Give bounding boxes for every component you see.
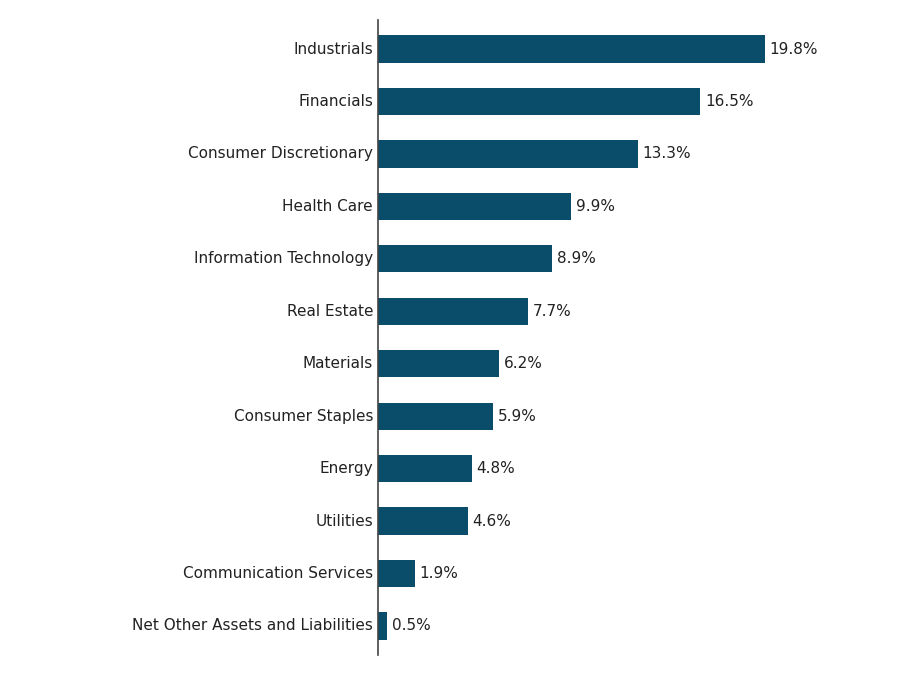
Text: Information Technology: Information Technology <box>194 251 373 267</box>
Bar <box>378 88 701 115</box>
Text: Real Estate: Real Estate <box>287 304 373 319</box>
Text: 13.3%: 13.3% <box>642 146 692 161</box>
Text: Financials: Financials <box>298 94 373 109</box>
Bar <box>378 455 471 482</box>
Bar <box>378 140 638 167</box>
Text: 5.9%: 5.9% <box>498 408 537 424</box>
Text: Health Care: Health Care <box>282 199 373 214</box>
Text: Materials: Materials <box>303 356 373 371</box>
Bar <box>378 245 551 273</box>
Text: Communication Services: Communication Services <box>183 566 373 581</box>
Text: 6.2%: 6.2% <box>504 356 542 371</box>
Text: 1.9%: 1.9% <box>420 566 459 581</box>
Text: Net Other Assets and Liabilities: Net Other Assets and Liabilities <box>132 618 373 633</box>
Text: Consumer Staples: Consumer Staples <box>234 408 373 424</box>
Bar <box>378 298 528 325</box>
Text: Industrials: Industrials <box>293 42 373 57</box>
Bar <box>378 560 415 587</box>
Text: 8.9%: 8.9% <box>557 251 595 267</box>
Text: 4.8%: 4.8% <box>477 461 515 476</box>
Text: Energy: Energy <box>319 461 373 476</box>
Bar <box>378 508 468 535</box>
Text: 19.8%: 19.8% <box>770 42 818 57</box>
Text: 7.7%: 7.7% <box>533 304 571 319</box>
Bar <box>378 36 764 63</box>
Bar <box>378 612 388 639</box>
Text: 0.5%: 0.5% <box>392 618 431 633</box>
Bar <box>378 350 499 377</box>
Bar <box>378 193 571 220</box>
Text: Utilities: Utilities <box>315 514 373 529</box>
Text: 16.5%: 16.5% <box>705 94 753 109</box>
Bar <box>378 402 493 430</box>
Text: 9.9%: 9.9% <box>576 199 615 214</box>
Text: 4.6%: 4.6% <box>472 514 511 529</box>
Text: Consumer Discretionary: Consumer Discretionary <box>188 146 373 161</box>
